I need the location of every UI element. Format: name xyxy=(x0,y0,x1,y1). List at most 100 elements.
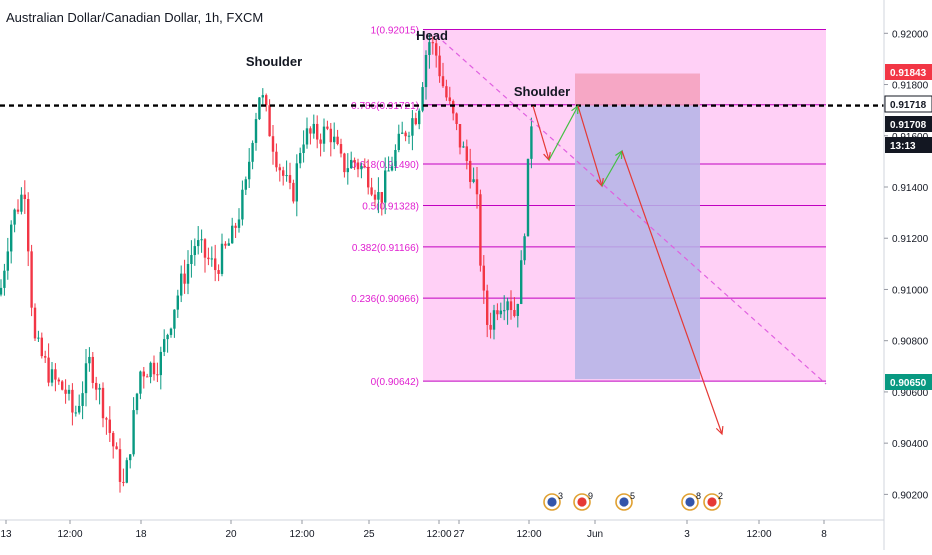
candle-body xyxy=(373,194,377,200)
price-label-text: 13:13 xyxy=(890,141,916,152)
event-count: 9 xyxy=(588,491,593,501)
long-short-position-tool[interactable] xyxy=(575,73,700,380)
candle-body xyxy=(455,113,458,125)
candle-body xyxy=(78,405,81,413)
candle-body xyxy=(61,381,64,390)
candle-body xyxy=(292,182,295,202)
candle-body xyxy=(339,144,343,154)
candle-body xyxy=(186,264,190,284)
price-label-box xyxy=(885,137,932,153)
price-label: 0.91843 xyxy=(885,64,932,80)
candle-body xyxy=(37,337,40,339)
candle-body xyxy=(0,287,3,295)
candle-body xyxy=(319,139,322,144)
candle-body xyxy=(30,251,33,308)
candle-body xyxy=(526,158,530,237)
price-label: 13:13 xyxy=(885,137,932,153)
price-tick-label: 0.92000 xyxy=(892,29,929,40)
candle-body xyxy=(523,236,526,261)
event-marker[interactable]: 3 xyxy=(543,491,563,511)
head-label: Head xyxy=(416,28,448,43)
candle-body xyxy=(271,136,275,152)
event-marker[interactable]: 2 xyxy=(703,491,723,511)
candle-body xyxy=(462,146,465,148)
candle-body xyxy=(506,301,509,311)
candle-body xyxy=(44,356,47,358)
candle-body xyxy=(438,55,441,77)
candle-body xyxy=(241,189,244,220)
fib-level-label: 0.5(0.91328) xyxy=(362,201,419,212)
candle-body xyxy=(384,170,387,203)
flag-icon xyxy=(619,497,629,507)
candle-body xyxy=(159,351,162,376)
arrow-path xyxy=(621,150,723,435)
shoulder-label: Shoulder xyxy=(246,54,302,69)
price-tick-label: 0.90600 xyxy=(892,388,929,399)
event-marker[interactable]: 9 xyxy=(573,491,593,511)
fib-level-label: 0(0.90642) xyxy=(371,377,419,388)
candle-body xyxy=(458,124,462,148)
projection-arrow-down-3[interactable] xyxy=(621,150,724,436)
candle-body xyxy=(74,412,77,414)
candle-body xyxy=(363,165,366,167)
event-marker[interactable]: 5 xyxy=(615,491,635,511)
candle-body xyxy=(64,389,67,394)
candle-body xyxy=(142,371,145,377)
candle-body xyxy=(244,179,247,190)
candle-body xyxy=(237,219,241,228)
stop-loss-zone[interactable] xyxy=(575,73,700,106)
candle-body xyxy=(312,123,315,134)
fib-level-label: 0.382(0.91166) xyxy=(352,243,419,254)
candle-body xyxy=(445,86,448,98)
candle-body xyxy=(224,243,227,246)
candle-body xyxy=(125,460,128,483)
candle-body xyxy=(149,362,152,378)
candle-body xyxy=(176,295,179,310)
flag-icon xyxy=(577,497,587,507)
candle-body xyxy=(10,224,13,252)
descending-trendline[interactable] xyxy=(435,34,827,385)
candle-body xyxy=(509,301,513,311)
candle-body xyxy=(343,153,346,173)
candle-body xyxy=(309,128,312,134)
candle-body xyxy=(50,369,54,383)
time-tick-label: 12:00 xyxy=(289,529,314,540)
candle-body xyxy=(254,119,258,143)
candle-body xyxy=(387,170,390,172)
price-label-text: 0.91718 xyxy=(890,100,927,111)
flag-icon xyxy=(707,497,717,507)
candle-body xyxy=(448,97,451,102)
flag-icon xyxy=(547,497,557,507)
candle-body xyxy=(404,132,407,137)
candle-body xyxy=(180,273,183,296)
candle-body xyxy=(275,151,278,168)
time-tick-label: Jun xyxy=(587,529,603,540)
candle-body xyxy=(472,179,475,182)
candle-body xyxy=(346,168,349,173)
arrow-path xyxy=(601,150,623,187)
event-marker[interactable]: 8 xyxy=(681,491,701,511)
candle-body xyxy=(118,449,122,482)
time-tick-label: 12:00 xyxy=(516,529,541,540)
drawings[interactable]: Shoulder Head Shoulder xyxy=(0,28,884,436)
candle-body xyxy=(513,310,516,316)
candle-body xyxy=(122,481,125,483)
candle-body xyxy=(475,179,479,195)
take-profit-zone[interactable] xyxy=(575,105,700,380)
candle-body xyxy=(520,260,523,304)
candle-body xyxy=(278,167,281,171)
price-label-text: 0.91843 xyxy=(890,68,927,79)
candle-body xyxy=(258,97,261,120)
candle-body xyxy=(499,310,502,315)
candle-body xyxy=(329,128,332,143)
candle-body xyxy=(411,118,414,136)
candle-body xyxy=(166,334,169,340)
candle-body xyxy=(285,175,288,177)
candle-body xyxy=(479,194,482,266)
candle-body xyxy=(210,258,213,260)
candle-body xyxy=(33,307,37,339)
candle-body xyxy=(261,95,264,98)
candle-body xyxy=(282,170,285,176)
